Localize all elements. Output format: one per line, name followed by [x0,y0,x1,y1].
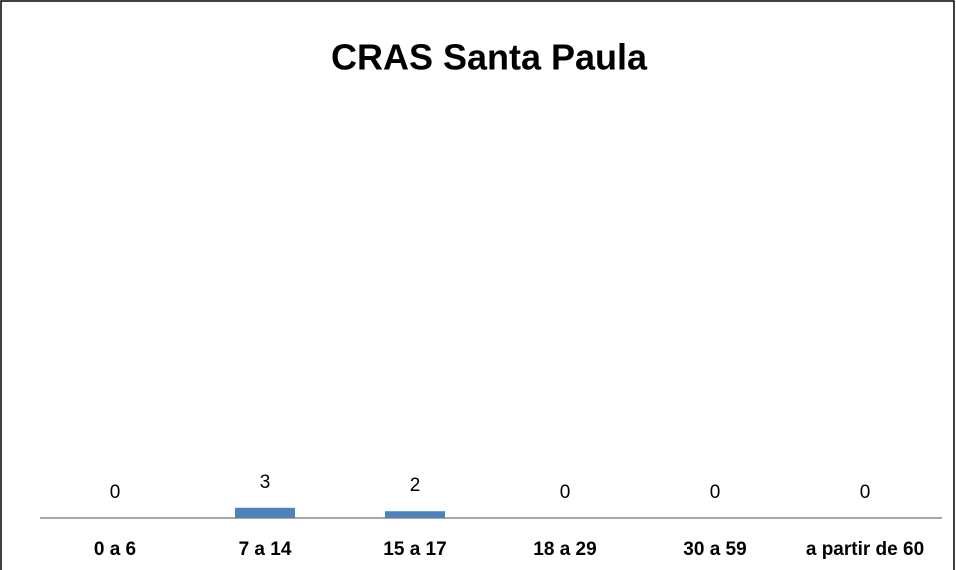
bar [385,511,445,518]
bar [235,507,295,518]
x-tick-label: 18 a 29 [533,539,596,560]
value-label: 0 [110,482,121,503]
value-label: 0 [710,482,721,503]
value-label: 2 [410,475,421,496]
x-tick-label: a partir de 60 [806,539,924,560]
chart-title: CRAS Santa Paula [331,37,648,78]
value-label: 0 [560,482,571,503]
x-tick-label: 15 a 17 [383,539,446,560]
x-tick-label: 7 a 14 [239,539,292,560]
x-tick-label: 30 a 59 [683,539,746,560]
value-label: 3 [260,472,271,493]
x-tick-label: 0 a 6 [94,539,136,560]
value-label: 0 [860,482,871,503]
